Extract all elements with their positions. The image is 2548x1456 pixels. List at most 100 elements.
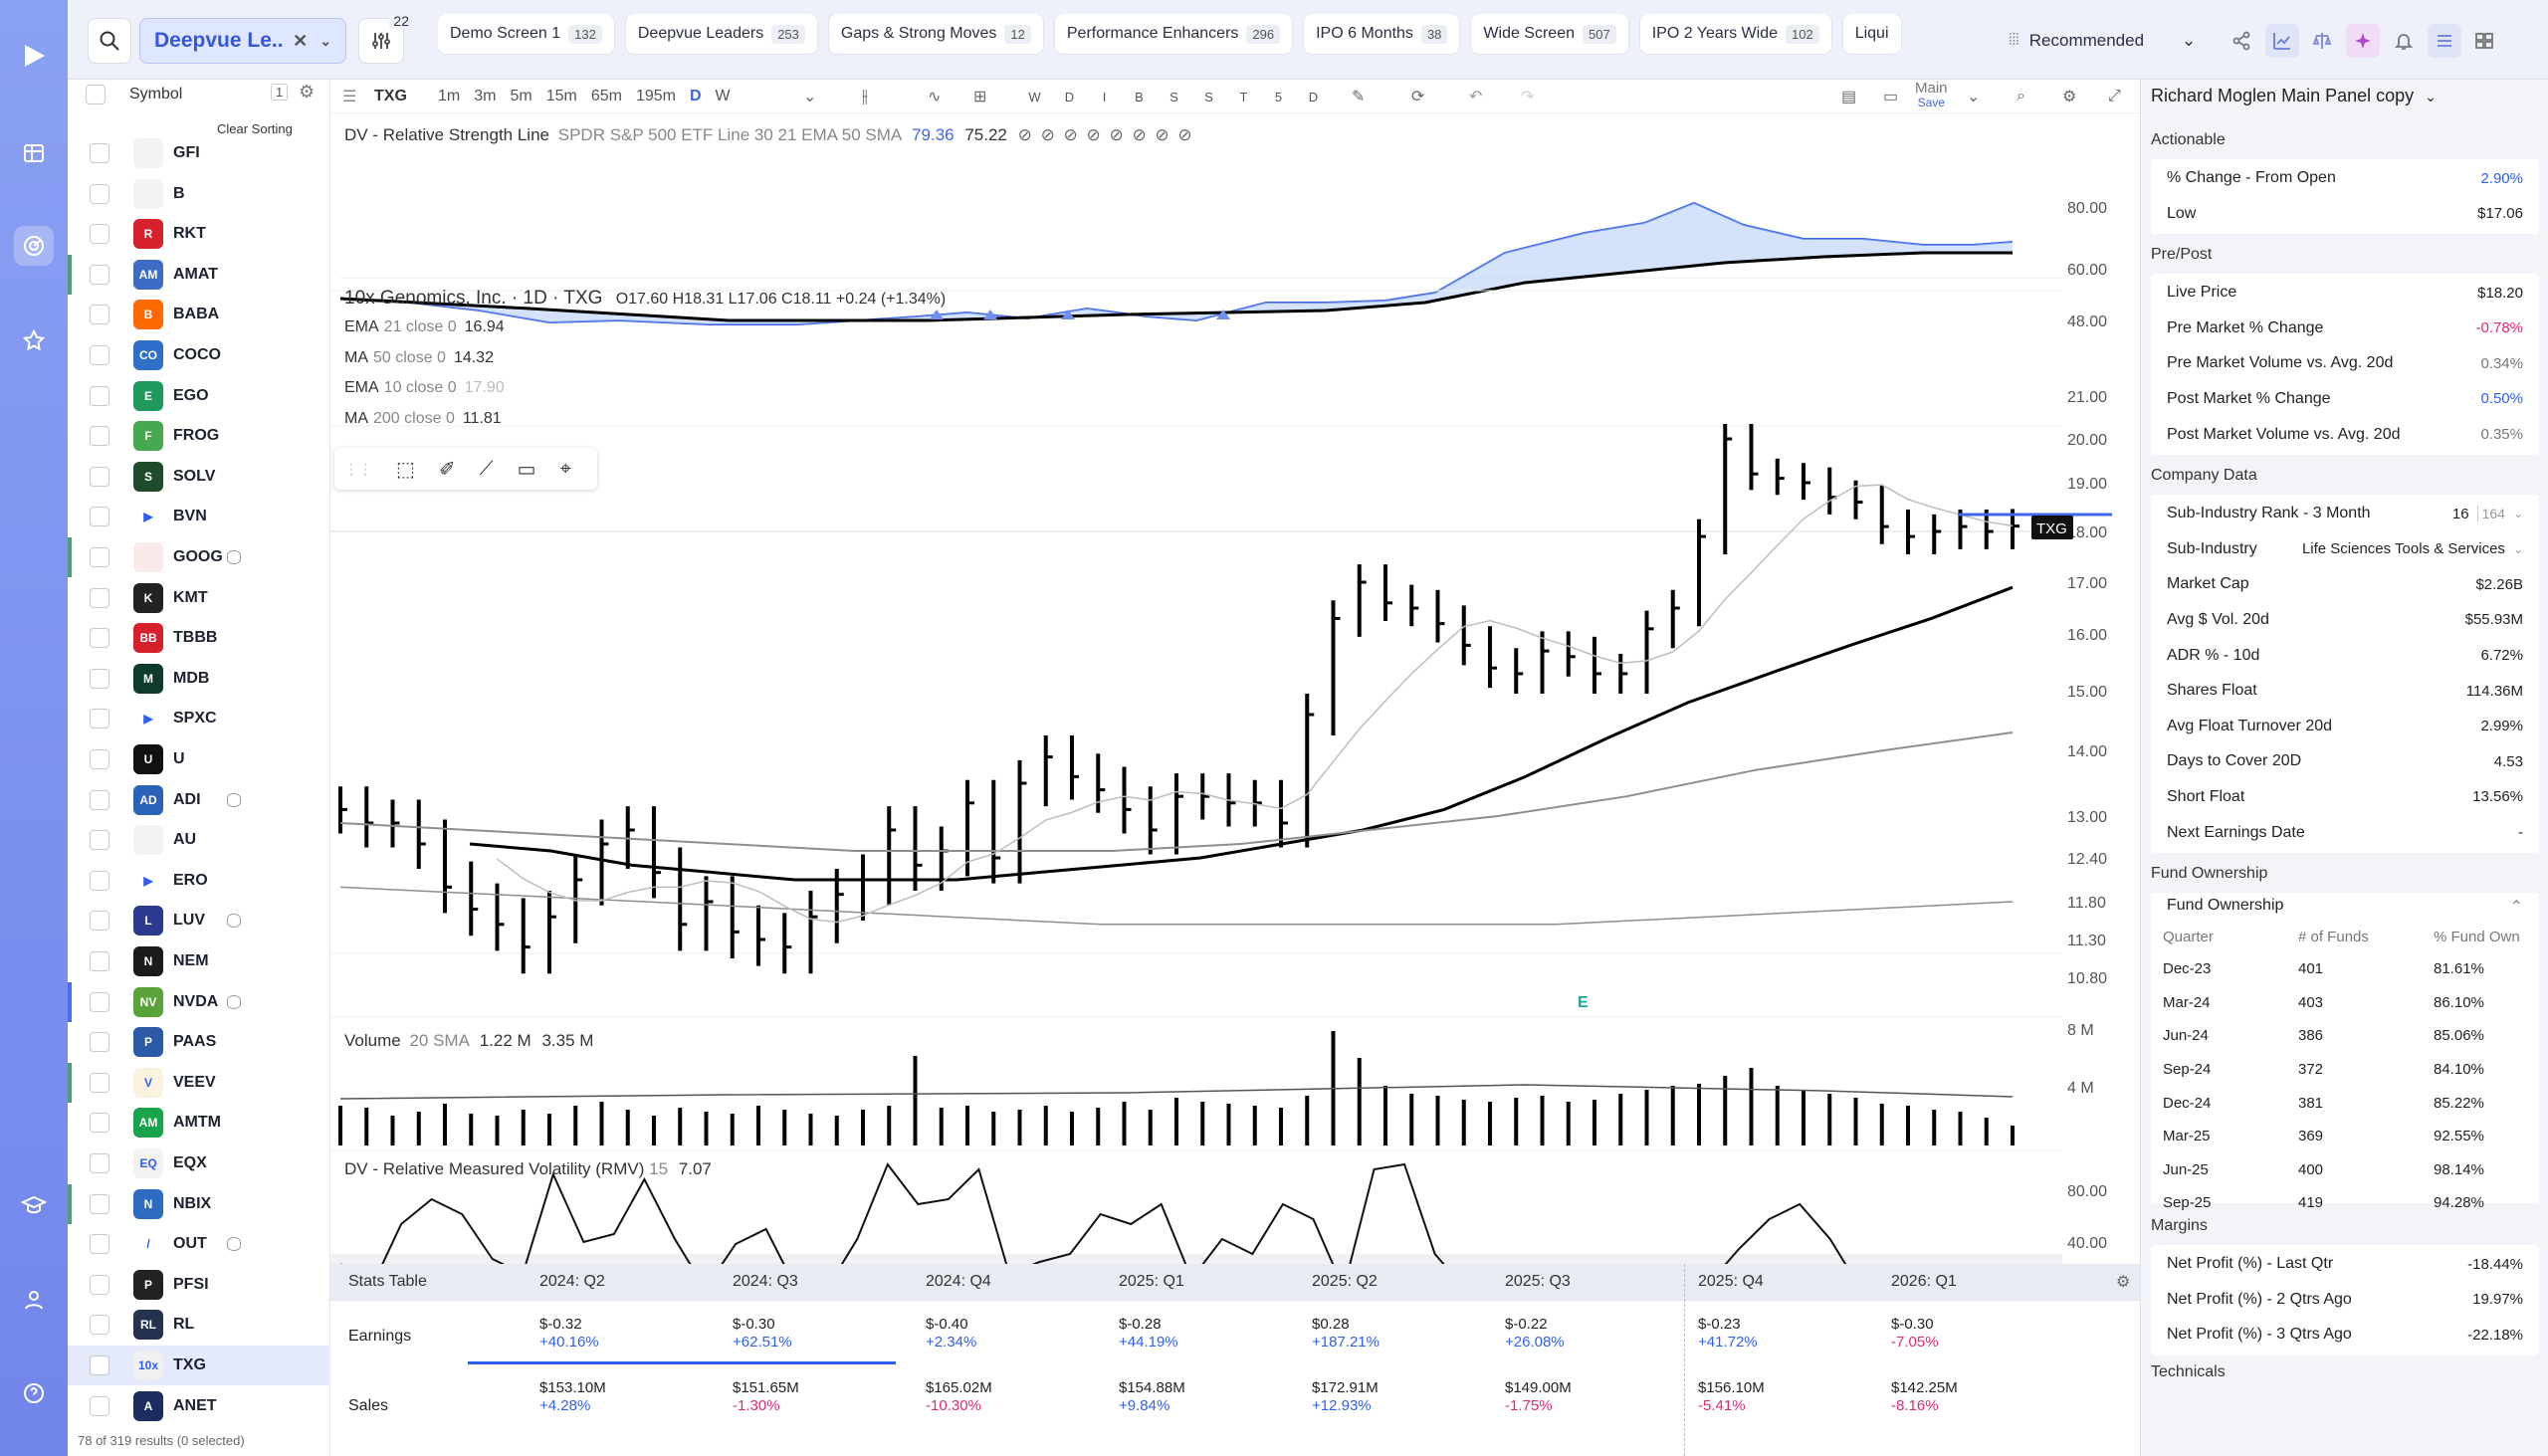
row-checkbox[interactable] xyxy=(90,1315,109,1336)
row-checkbox[interactable] xyxy=(90,1274,109,1295)
row-checkbox[interactable] xyxy=(90,466,109,487)
screen-tab[interactable]: Performance Enhancers 296 xyxy=(1054,14,1293,54)
symbol-column-header[interactable]: Symbol xyxy=(129,86,183,103)
data-row[interactable]: ADR % - 10d 6.72% xyxy=(2167,639,2523,673)
row-checkbox[interactable] xyxy=(90,1032,109,1053)
chart-line-icon[interactable] xyxy=(2265,24,2299,58)
screen-tab[interactable]: Deepvue Leaders 253 xyxy=(625,14,817,54)
bell-icon[interactable] xyxy=(2387,24,2421,58)
symbol-row[interactable]: K KMT xyxy=(68,578,330,618)
symbol-row[interactable]: E EGO xyxy=(68,376,330,416)
screen-tab[interactable]: IPO 2 Years Wide 102 xyxy=(1639,14,1831,54)
row-checkbox[interactable] xyxy=(90,1072,109,1093)
symbol-row[interactable]: GOOG xyxy=(68,537,330,577)
templates-icon[interactable]: ⊞ xyxy=(973,88,987,105)
data-row[interactable]: Live Price $18.20 xyxy=(2167,276,2523,310)
symbol-row[interactable]: N NBIX xyxy=(68,1183,330,1224)
overlay-toggle[interactable]: D xyxy=(1308,89,1319,104)
row-checkbox[interactable] xyxy=(90,507,109,527)
symbol-row[interactable]: CO COCO xyxy=(68,335,330,375)
data-row[interactable]: Pre Market % Change -0.78% xyxy=(2167,312,2523,345)
screen-tab[interactable]: Wide Screen 507 xyxy=(1471,14,1628,54)
symbol-row[interactable]: AU xyxy=(68,820,330,860)
drag-handle-icon[interactable]: ⋮⋮ xyxy=(344,460,372,477)
symbol-row[interactable]: F FROG xyxy=(68,416,330,456)
row-checkbox[interactable] xyxy=(90,224,109,245)
star-icon[interactable] xyxy=(14,320,54,360)
screen-tab[interactable]: IPO 6 Months 38 xyxy=(1304,14,1460,54)
filter-button[interactable]: 22 xyxy=(358,13,413,64)
row-checkbox[interactable] xyxy=(90,789,109,810)
refresh-icon[interactable]: ⟳ xyxy=(1411,88,1425,105)
data-row[interactable]: Market Cap $2.26B xyxy=(2167,567,2523,601)
symbol-row[interactable]: A ANET xyxy=(68,1386,330,1426)
overlay-toggle[interactable]: S xyxy=(1169,89,1178,104)
gear-icon[interactable]: ⚙ xyxy=(2062,88,2077,105)
indicators-icon[interactable]: ∿ xyxy=(928,88,942,105)
row-checkbox[interactable] xyxy=(90,668,109,689)
overlay-toggle[interactable]: D xyxy=(1064,89,1075,104)
folder-icon[interactable]: ▭ xyxy=(1883,88,1899,105)
gear-icon[interactable]: ⚙ xyxy=(299,82,316,102)
row-checkbox[interactable] xyxy=(90,1193,109,1214)
overlay-toggle[interactable]: 5 xyxy=(1274,89,1283,104)
row-checkbox[interactable] xyxy=(90,426,109,447)
row-checkbox[interactable] xyxy=(90,1395,109,1416)
symbol-row[interactable]: AM AMTM xyxy=(68,1103,330,1143)
scale-icon[interactable] xyxy=(2305,24,2339,58)
symbol-row[interactable]: P PFSI xyxy=(68,1265,330,1305)
list-view-icon[interactable] xyxy=(2428,24,2461,58)
data-row[interactable]: Sub-Industry Rank - 3 Month 16 164 ⌄ xyxy=(2167,497,2523,530)
symbol-row[interactable]: AM AMAT xyxy=(68,254,330,295)
symbol-row[interactable]: M MDB xyxy=(68,659,330,699)
symbol-row[interactable]: ▶ SPXC xyxy=(68,699,330,738)
data-row[interactable]: Net Profit (%) - 2 Qtrs Ago 19.97% xyxy=(2167,1283,2523,1317)
symbol-row[interactable]: RL RL xyxy=(68,1305,330,1345)
data-row[interactable]: Post Market % Change 0.50% xyxy=(2167,382,2523,416)
interval-button[interactable]: 5m xyxy=(510,88,532,104)
chevron-down-icon[interactable]: ⌄ xyxy=(1967,88,1981,105)
data-row[interactable]: Sub-Industry Life Sciences Tools & Servic… xyxy=(2167,532,2523,566)
fund-subheader[interactable]: Fund Ownership ⌃ xyxy=(2167,897,2523,923)
home-icon[interactable] xyxy=(14,133,54,173)
trendline-tool-icon[interactable]: ⟋ xyxy=(479,457,494,480)
interval-button[interactable]: 15m xyxy=(545,88,577,104)
row-checkbox[interactable] xyxy=(90,264,109,285)
data-row[interactable]: Net Profit (%) - 3 Qtrs Ago -22.18% xyxy=(2167,1318,2523,1352)
data-row[interactable]: Post Market Volume vs. Avg. 20d 0.35% xyxy=(2167,418,2523,452)
close-icon[interactable]: ✕ xyxy=(293,30,309,51)
symbol-row[interactable]: BB TBBB xyxy=(68,618,330,658)
play-icon[interactable] xyxy=(14,36,54,76)
data-row[interactable]: Avg Float Turnover 20d 2.99% xyxy=(2167,710,2523,743)
interval-button[interactable]: 195m xyxy=(635,88,676,104)
clear-sorting-button[interactable]: Clear Sorting xyxy=(215,121,295,136)
symbol-row[interactable]: B BABA xyxy=(68,295,330,334)
layout-name[interactable]: Main Save xyxy=(1915,81,1948,109)
data-row[interactable]: Shares Float 114.36M xyxy=(2167,674,2523,708)
user-icon[interactable] xyxy=(14,1280,54,1320)
sort-selector[interactable]: ⦙⦙⦙ Recommended ⌄ xyxy=(2009,20,2196,62)
symbol-row[interactable]: / OUT xyxy=(68,1224,330,1264)
symbol-row[interactable]: 10x TXG xyxy=(68,1346,330,1385)
row-checkbox[interactable] xyxy=(90,587,109,608)
fullscreen-icon[interactable]: ⤢ xyxy=(2108,87,2121,104)
row-checkbox[interactable] xyxy=(90,1113,109,1134)
screen-tab[interactable]: Demo Screen 1 132 xyxy=(438,14,614,54)
chevron-down-icon[interactable]: ⌄ xyxy=(803,88,817,105)
layout-icon[interactable]: ▤ xyxy=(1841,88,1857,105)
redo-icon[interactable]: ↷ xyxy=(1521,88,1535,105)
radar-icon[interactable] xyxy=(14,226,54,266)
panel-title[interactable]: Richard Moglen Main Panel copy ⌄ xyxy=(2151,86,2437,106)
row-checkbox[interactable] xyxy=(90,870,109,891)
data-row[interactable]: Net Profit (%) - Last Qtr -18.44% xyxy=(2167,1247,2523,1281)
symbol-row[interactable]: ▶ BVN xyxy=(68,497,330,536)
chart-symbol[interactable]: TXG xyxy=(374,87,407,104)
data-row[interactable]: Days to Cover 20D 4.53 xyxy=(2167,744,2523,778)
sparkle-icon[interactable] xyxy=(2346,24,2380,58)
row-checkbox[interactable] xyxy=(90,911,109,932)
row-checkbox[interactable] xyxy=(90,991,109,1012)
data-row[interactable]: % Change - From Open 2.90% xyxy=(2167,161,2523,195)
row-checkbox[interactable] xyxy=(90,951,109,971)
crosshair-tool-icon[interactable]: ⌖ xyxy=(559,457,571,480)
